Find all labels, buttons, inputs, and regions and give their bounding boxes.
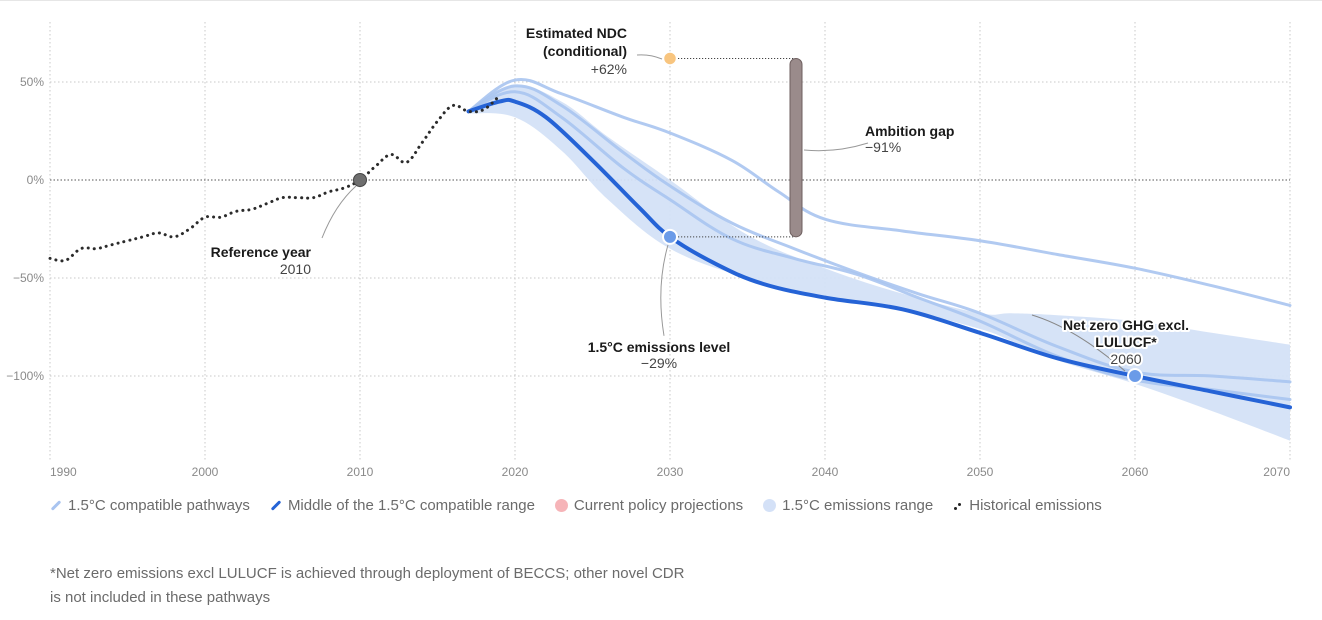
net-zero-leader <box>1031 314 1126 372</box>
net-zero-title-line1: Net zero GHG excl. <box>1063 317 1189 333</box>
x-tick-label: 2020 <box>502 465 529 479</box>
x-tick-label: 2070 <box>1263 465 1290 479</box>
legend-label: Middle of the 1.5°C compatible range <box>287 497 535 514</box>
level-leader <box>660 244 669 336</box>
ndc-title-line1: Estimated NDC <box>526 25 627 41</box>
legend-label: Current policy projections <box>573 497 744 514</box>
y-tick-label: 0% <box>27 173 45 187</box>
net-zero-value: 2060 <box>1110 351 1141 367</box>
net-zero-title-line2: LULUCF* <box>1095 334 1157 350</box>
emissions-range-band <box>468 85 1290 441</box>
x-tick-label: 2010 <box>347 465 374 479</box>
compatible-pathway-line <box>467 77 1292 307</box>
y-tick-label: −50% <box>13 271 44 285</box>
ambition-gap-value: −91% <box>865 139 901 155</box>
legend-line-swatch-icon <box>270 500 282 511</box>
ndc-title-line2: (conditional) <box>543 43 627 59</box>
reference-year-dot <box>353 173 367 187</box>
legend-label: 1.5°C compatible pathways <box>68 497 250 514</box>
reference-year-value: 2010 <box>280 261 311 277</box>
legend-dotted-swatch-icon <box>953 500 963 512</box>
y-tick-label: 50% <box>20 75 44 89</box>
x-tick-label: 1990 <box>50 465 77 479</box>
legend-item: 1.5°C emissions range <box>763 497 933 514</box>
legend-item: Middle of the 1.5°C compatible range <box>270 497 535 514</box>
historical-emissions-line <box>48 94 501 263</box>
emissions-range-area <box>468 85 1290 441</box>
footnote: *Net zero emissions excl LULUCF is achie… <box>50 565 685 606</box>
ndc-value: +62% <box>591 61 627 77</box>
x-tick-label: 2030 <box>657 465 684 479</box>
legend-dot-swatch-icon <box>763 499 777 512</box>
ndc-leader <box>636 54 663 60</box>
legend-label: 1.5°C emissions range <box>782 497 934 514</box>
net-zero-dot <box>1127 368 1143 384</box>
ambition-gap-bar <box>789 57 803 238</box>
x-tick-label: 2060 <box>1122 465 1149 479</box>
x-axis-ticks: 1990 2000 2010 2020 2030 2040 2050 2060 2070 <box>50 465 1290 479</box>
level-title: 1.5°C emissions level <box>588 339 731 355</box>
x-tick-label: 2040 <box>812 465 839 479</box>
legend-dot-swatch-icon <box>554 499 568 512</box>
ambition-gap-leader <box>803 142 869 152</box>
legend-item: 1.5°C compatible pathways <box>50 497 250 514</box>
legend-line-swatch-icon <box>50 500 62 511</box>
middle-pathway-line <box>466 97 1292 410</box>
middle-pathway <box>466 97 1292 410</box>
top-border <box>0 0 1322 1</box>
legend-label: Historical emissions <box>969 497 1102 514</box>
reference-year-title: Reference year <box>211 244 312 260</box>
legend-item: Historical emissions <box>953 497 1102 514</box>
ambition-gap-title: Ambition gap <box>865 123 954 139</box>
y-tick-label: −100% <box>6 369 44 383</box>
historical-emissions <box>48 94 501 263</box>
grid <box>49 22 1291 462</box>
level-dot <box>662 228 678 245</box>
x-tick-label: 2000 <box>192 465 219 479</box>
level-value: −29% <box>641 355 677 371</box>
y-axis-ticks: 50% 0% −50% −100% <box>6 75 44 383</box>
x-tick-label: 2050 <box>967 465 994 479</box>
emissions-chart: 50% 0% −50% −100% 1990 2000 2010 2020 2030 2040 2… <box>6 22 1292 479</box>
legend-item: Current policy projections <box>554 497 744 514</box>
reference-year-leader <box>321 185 357 239</box>
ndc-dot <box>662 51 678 66</box>
legend: 1.5°C compatible pathways Middle of the 1… <box>50 497 1102 514</box>
